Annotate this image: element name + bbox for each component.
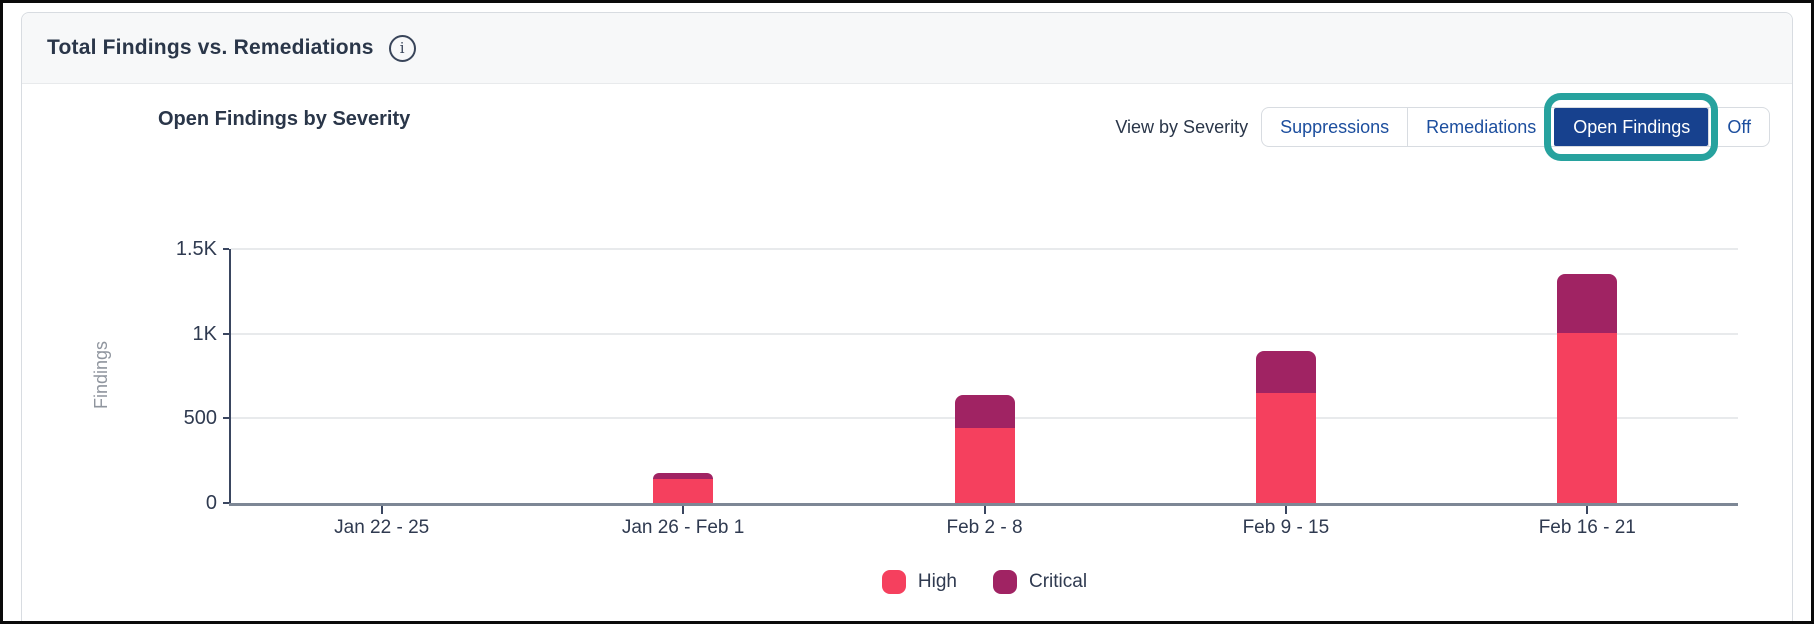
view-by-controls: View by Severity Suppressions Remediation… [1115, 93, 1770, 161]
y-tick-label-500: 500 [183, 407, 217, 430]
x-tick-2 [682, 506, 685, 514]
x-tick-3 [983, 506, 986, 514]
gridline-1K [231, 332, 1738, 335]
x-category-label-4: Feb 9 - 15 [1242, 517, 1330, 538]
bar-critical-4[interactable] [1255, 350, 1316, 393]
legend-swatch-high [881, 570, 906, 594]
legend-label-critical: Critical [1029, 571, 1088, 592]
chart-title: Open Findings by Severity [158, 108, 411, 130]
legend-item-critical[interactable]: Critical [993, 570, 1087, 594]
view-toggle-off[interactable]: Off [1708, 108, 1769, 146]
bar-critical-2[interactable] [653, 472, 714, 480]
x-tick-1 [380, 506, 383, 514]
legend-label-high: High [917, 571, 957, 592]
bar-high-4[interactable] [1255, 392, 1316, 503]
y-tick-1K [223, 332, 229, 335]
x-axis-line [229, 503, 1738, 506]
view-by-label: View by Severity [1115, 116, 1249, 137]
y-tick-1.5K [223, 248, 229, 250]
bar-critical-5[interactable] [1557, 274, 1618, 333]
x-category-label-1: Jan 22 - 25 [334, 517, 430, 538]
legend: High Critical [231, 570, 1738, 594]
y-tick-label-1.5K: 1.5K [175, 238, 217, 260]
y-tick-0 [223, 502, 229, 504]
panel-title: Total Findings vs. Remediations [47, 36, 374, 59]
bar-high-2[interactable] [653, 479, 714, 503]
legend-swatch-critical [993, 570, 1017, 594]
gridline-1.5K [231, 248, 1738, 250]
panel-header: Total Findings vs. Remediations i [22, 13, 1792, 84]
y-axis-line [229, 249, 231, 505]
info-icon[interactable]: i [388, 34, 416, 62]
y-tick-label-1K: 1K [192, 322, 217, 345]
x-category-label-3: Feb 2 - 8 [946, 517, 1023, 538]
bar-high-5[interactable] [1557, 332, 1618, 503]
y-tick-label-0: 0 [205, 492, 217, 514]
x-tick-5 [1586, 506, 1589, 514]
bar-critical-3[interactable] [954, 395, 1015, 429]
chart-area: Findings High Critical 0 500 1K 1.5K Jan 22 -… [3, 3, 1811, 621]
y-axis-title: Findings [91, 340, 111, 410]
x-tick-4 [1284, 506, 1287, 514]
view-toggle-remediations[interactable]: Remediations [1407, 108, 1554, 146]
x-category-label-2: Jan 26 - Feb 1 [621, 517, 745, 538]
x-category-label-5: Feb 16 - 21 [1538, 517, 1636, 538]
view-toggle-group: Suppressions Remediations Open Findings Off [1261, 93, 1770, 161]
legend-item-high[interactable]: High [881, 570, 957, 594]
y-tick-500 [223, 417, 229, 420]
view-toggle-open-findings[interactable]: Open Findings [1544, 93, 1719, 161]
bar-high-3[interactable] [954, 428, 1015, 503]
view-toggle-suppressions[interactable]: Suppressions [1262, 108, 1407, 146]
